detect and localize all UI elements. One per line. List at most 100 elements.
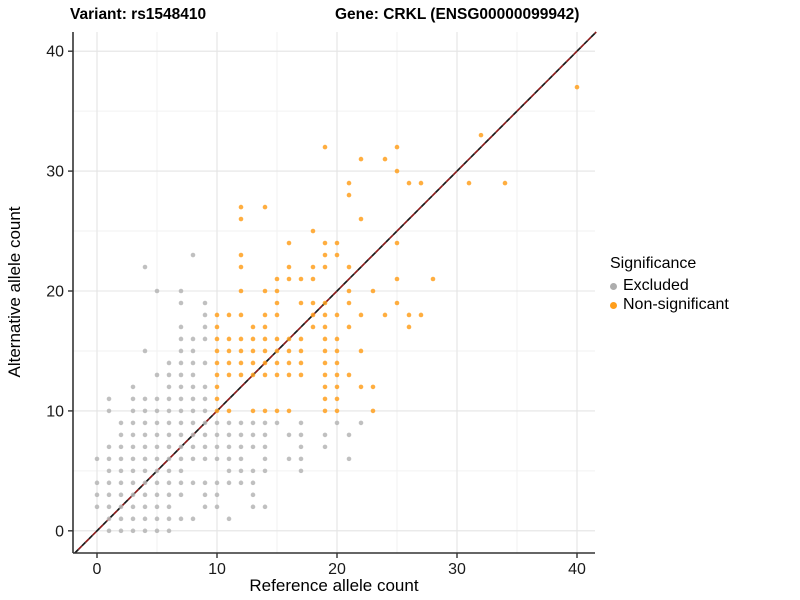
data-point-non-significant	[346, 264, 352, 270]
data-point-excluded	[202, 300, 208, 306]
data-point-excluded	[106, 480, 112, 486]
data-point-non-significant	[298, 372, 304, 378]
data-point-non-significant	[226, 360, 232, 366]
data-point-non-significant	[262, 408, 268, 414]
identity-line-dark	[74, 31, 597, 554]
data-point-non-significant	[262, 348, 268, 354]
data-point-excluded	[178, 396, 184, 402]
data-point-excluded	[178, 444, 184, 450]
data-point-non-significant	[286, 336, 292, 342]
data-point-excluded	[178, 372, 184, 378]
data-point-non-significant	[322, 252, 328, 258]
data-point-excluded	[166, 432, 172, 438]
data-point-excluded	[190, 372, 196, 378]
data-point-excluded	[226, 516, 232, 522]
data-point-excluded	[154, 492, 160, 498]
data-point-excluded	[190, 456, 196, 462]
data-point-non-significant	[334, 252, 340, 258]
data-point-excluded	[178, 408, 184, 414]
data-point-excluded	[106, 408, 112, 414]
data-point-excluded	[106, 492, 112, 498]
data-point-non-significant	[250, 336, 256, 342]
data-point-excluded	[130, 468, 136, 474]
data-point-non-significant	[310, 324, 316, 330]
data-point-non-significant	[262, 204, 268, 210]
data-point-excluded	[190, 420, 196, 426]
data-point-excluded	[154, 480, 160, 486]
data-point-non-significant	[310, 300, 316, 306]
data-point-non-significant	[262, 288, 268, 294]
data-point-non-significant	[298, 276, 304, 282]
data-point-non-significant	[334, 312, 340, 318]
data-point-excluded	[262, 432, 268, 438]
data-point-non-significant	[298, 300, 304, 306]
data-point-excluded	[178, 480, 184, 486]
data-point-excluded	[190, 348, 196, 354]
data-point-non-significant	[286, 276, 292, 282]
data-point-excluded	[118, 456, 124, 462]
data-point-non-significant	[358, 384, 364, 390]
data-point-excluded	[250, 468, 256, 474]
data-point-excluded	[202, 444, 208, 450]
data-point-excluded	[130, 516, 136, 522]
data-point-non-significant	[286, 264, 292, 270]
data-point-excluded	[286, 432, 292, 438]
data-point-excluded	[106, 528, 112, 534]
data-point-non-significant	[238, 372, 244, 378]
data-point-non-significant	[226, 372, 232, 378]
data-point-excluded	[166, 516, 172, 522]
data-point-excluded	[142, 396, 148, 402]
data-point-excluded	[286, 456, 292, 462]
data-point-non-significant	[238, 252, 244, 258]
data-points	[94, 84, 580, 534]
data-point-excluded	[190, 384, 196, 390]
data-point-non-significant	[214, 312, 220, 318]
data-point-excluded	[130, 420, 136, 426]
data-point-excluded	[142, 348, 148, 354]
data-point-excluded	[154, 504, 160, 510]
data-point-non-significant	[394, 240, 400, 246]
data-point-excluded	[190, 408, 196, 414]
data-point-excluded	[178, 360, 184, 366]
data-point-excluded	[130, 492, 136, 498]
data-point-excluded	[214, 492, 220, 498]
axes: 0 10 20 30 40 0 10 20 30 40	[46, 32, 595, 578]
data-point-non-significant	[382, 312, 388, 318]
data-point-non-significant	[298, 360, 304, 366]
data-point-non-significant	[334, 240, 340, 246]
data-point-non-significant	[226, 408, 232, 414]
data-point-excluded	[106, 516, 112, 522]
data-point-non-significant	[262, 360, 268, 366]
data-point-excluded	[154, 396, 160, 402]
data-point-excluded	[130, 528, 136, 534]
data-point-non-significant	[238, 204, 244, 210]
data-point-non-significant	[322, 360, 328, 366]
data-point-excluded	[178, 288, 184, 294]
data-point-non-significant	[298, 348, 304, 354]
data-point-excluded	[166, 528, 172, 534]
data-point-excluded	[190, 396, 196, 402]
data-point-excluded	[202, 504, 208, 510]
data-point-excluded	[130, 480, 136, 486]
data-point-non-significant	[502, 180, 508, 186]
data-point-non-significant	[358, 312, 364, 318]
data-point-non-significant	[274, 336, 280, 342]
data-point-non-significant	[430, 276, 436, 282]
data-point-excluded	[322, 432, 328, 438]
data-point-excluded	[250, 444, 256, 450]
data-point-excluded	[226, 468, 232, 474]
data-point-excluded	[142, 504, 148, 510]
data-point-excluded	[214, 480, 220, 486]
data-point-non-significant	[238, 312, 244, 318]
data-point-excluded	[178, 348, 184, 354]
data-point-non-significant	[274, 288, 280, 294]
data-point-excluded	[166, 504, 172, 510]
data-point-non-significant	[250, 372, 256, 378]
data-point-non-significant	[250, 360, 256, 366]
data-point-non-significant	[334, 336, 340, 342]
data-point-non-significant	[346, 372, 352, 378]
data-point-excluded	[154, 288, 160, 294]
data-point-excluded	[118, 504, 124, 510]
data-point-non-significant	[334, 384, 340, 390]
